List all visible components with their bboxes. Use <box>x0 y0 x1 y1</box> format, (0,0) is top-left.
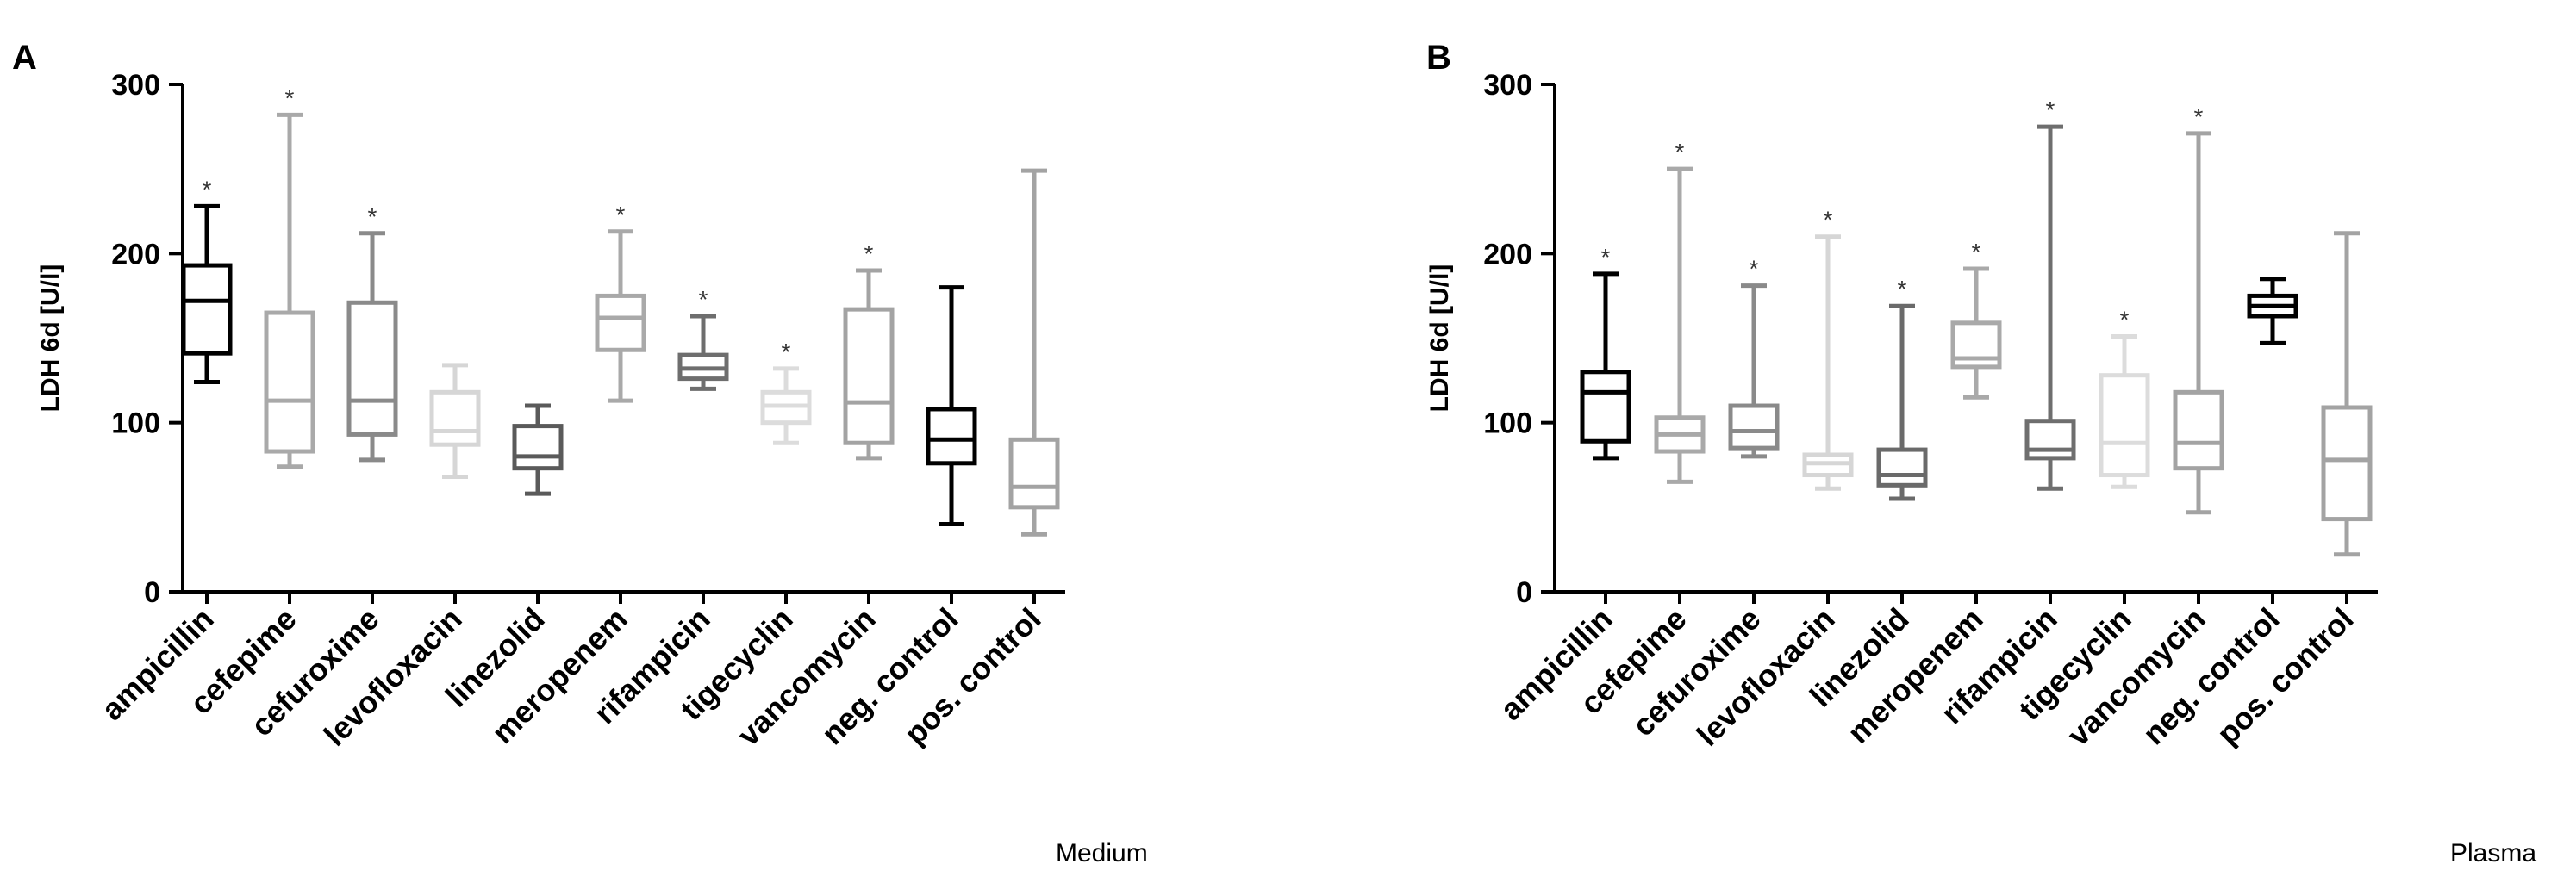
significance-star: * <box>1824 207 1833 233</box>
y-tick-label: 100 <box>1483 407 1532 440</box>
panel-caption: Medium <box>1056 839 1148 867</box>
significance-star: * <box>2120 307 2130 333</box>
panel-letter: A <box>12 39 37 77</box>
box-7: *rifampicin <box>587 286 729 730</box>
box-5: *linezolid <box>1803 276 1928 713</box>
y-axis-title: LDH 6d [U/l] <box>1425 264 1454 413</box>
iqr-box <box>595 293 646 352</box>
iqr-box <box>181 263 233 356</box>
y-tick-label: 100 <box>111 407 160 440</box>
iqr-box <box>1728 403 1780 451</box>
y-tick-label: 0 <box>144 576 160 609</box>
significance-star: * <box>2046 96 2055 123</box>
iqr-box <box>346 300 398 437</box>
y-tick-label: 300 <box>1483 69 1532 102</box>
y-tick-label: 200 <box>111 238 160 270</box>
significance-star: * <box>782 339 791 365</box>
y-tick-label: 0 <box>1516 576 1532 609</box>
iqr-box <box>1580 370 1631 444</box>
iqr-box <box>1008 437 1060 510</box>
significance-star: * <box>1675 139 1685 165</box>
significance-star: * <box>1972 239 1981 265</box>
box-1: *ampicillin <box>1493 244 1631 727</box>
panel-caption: Plasma <box>2450 839 2536 867</box>
box-1: *ampicillin <box>94 176 233 727</box>
significance-star: * <box>616 202 626 228</box>
iqr-box <box>264 310 315 454</box>
y-axis-title: LDH 6d [U/l] <box>36 264 65 413</box>
iqr-box <box>926 407 977 466</box>
iqr-box <box>2173 389 2224 471</box>
iqr-box <box>1876 447 1928 488</box>
significance-star: * <box>699 286 708 313</box>
significance-star: * <box>1601 244 1611 270</box>
significance-star: * <box>1898 276 1907 302</box>
significance-star: * <box>2194 103 2204 130</box>
significance-star: * <box>368 203 377 230</box>
significance-star: * <box>1750 256 1759 283</box>
significance-star: * <box>864 240 874 267</box>
iqr-box <box>512 424 564 471</box>
iqr-box <box>2099 373 2150 478</box>
y-tick-label: 300 <box>111 69 160 102</box>
significance-star: * <box>203 176 212 202</box>
y-tick-label: 200 <box>1483 238 1532 270</box>
iqr-box <box>2024 419 2076 461</box>
iqr-box <box>843 307 895 445</box>
iqr-box <box>429 389 481 447</box>
significance-star: * <box>285 84 295 111</box>
iqr-box <box>2321 405 2373 522</box>
panel-letter: B <box>1426 39 1451 77</box>
